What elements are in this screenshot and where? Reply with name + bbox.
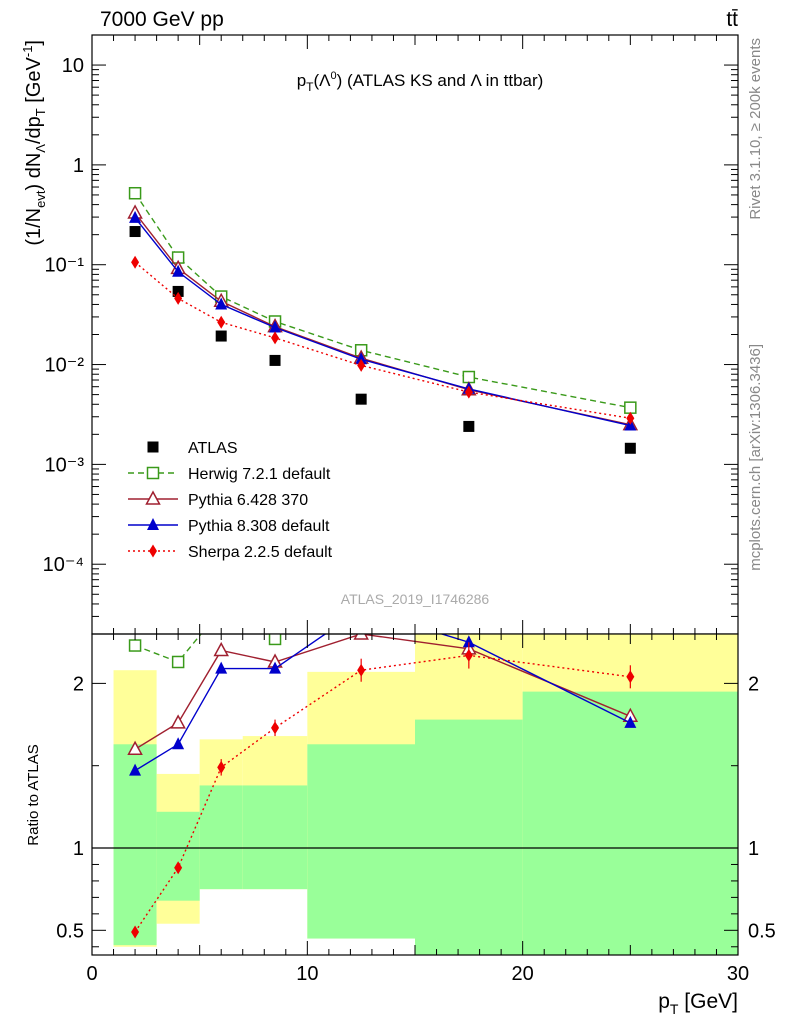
ratio-panel: 0.5 0.51 12 20 10 20 30 Ratio to ATLAS pT [GeV… xyxy=(25,633,776,1017)
x-axis-label: pT [GeV] xyxy=(658,990,738,1017)
main-line-pythia xyxy=(134,217,631,427)
main-point-sherpa xyxy=(174,291,183,305)
ratio-point-pythia xyxy=(462,635,475,648)
ratio-point-pythia xyxy=(172,737,185,750)
band-inner xyxy=(522,691,738,955)
main-point-sherpa xyxy=(217,315,226,329)
ratio-point-sherpa xyxy=(357,663,366,677)
main-point-atlas xyxy=(172,285,184,297)
band-inner xyxy=(199,785,243,890)
ratio-y-axis-label: Ratio to ATLAS xyxy=(25,744,42,845)
watermark-label: ATLAS_2019_I1746286 xyxy=(341,591,490,607)
main-point-pythia xyxy=(269,320,282,333)
ratio-point-sherpa xyxy=(131,925,140,939)
legend-label-pythia: Pythia 8.308 default xyxy=(188,518,330,535)
legend-marker-herwig xyxy=(146,466,160,480)
ratio-point-sherpa xyxy=(626,670,635,684)
main-point-sherpa xyxy=(464,385,473,399)
ratio-point-pythia xyxy=(353,634,369,640)
main-point-atlas xyxy=(355,393,367,405)
ratio-point-pythia xyxy=(624,715,637,728)
ratio-y-tick-label-right: 1 xyxy=(748,838,759,860)
legend-label-herwig: Herwig 7.2.1 default xyxy=(188,466,331,483)
main-point-atlas xyxy=(463,420,475,432)
band-inner xyxy=(242,785,308,890)
main-point-atlas xyxy=(269,354,281,366)
ratio-point-pythia xyxy=(127,740,143,755)
ratio-point-pythia xyxy=(170,714,186,729)
main-y-tick-label: 10⁻³ xyxy=(45,454,85,476)
main-y-axis-label: (1/Nevt) dNΛ/dpT [GeV-1] xyxy=(20,40,48,246)
ratio-point-sherpa xyxy=(271,721,280,735)
main-y-tick-label: 10⁻² xyxy=(45,355,85,377)
x-tick-label: 10 xyxy=(296,963,318,985)
legend-marker-pythia xyxy=(147,518,159,530)
main-point-atlas xyxy=(129,226,141,238)
main-line-sherpa xyxy=(134,261,631,419)
legend: ATLAS Herwig 7.2.1 default Pythia 6.428 37… xyxy=(128,440,333,561)
main-point-atlas xyxy=(215,330,227,342)
ratio-point-herwig xyxy=(171,655,185,669)
band-inner xyxy=(156,811,200,901)
mcplots-label: mcplots.cern.ch [arXiv:1306.3436] xyxy=(747,344,764,571)
main-point-sherpa xyxy=(271,331,280,345)
rivet-version-label: Rivet 3.1.10, ≥ 200k events xyxy=(747,38,764,220)
x-tick-label: 20 xyxy=(512,963,534,985)
main-point-atlas xyxy=(624,442,636,454)
ratio-point-herwig xyxy=(268,634,282,646)
legend-marker-atlas xyxy=(147,441,159,453)
header-beam-label: 7000 GeV pp xyxy=(100,8,224,31)
main-y-tick-label: 10⁻⁴ xyxy=(43,554,84,576)
main-point-pythia xyxy=(215,297,228,310)
main-point-herwig xyxy=(462,370,476,384)
band-inner xyxy=(415,719,523,955)
ratio-y-tick-label-left: 2 xyxy=(73,673,84,695)
ratio-point-sherpa xyxy=(464,648,473,662)
main-title: pT(Λ0) (ATLAS KS and Λ in ttbar) xyxy=(297,70,544,94)
main-point-sherpa xyxy=(131,255,140,269)
main-line-herwig xyxy=(134,192,631,409)
main-y-tick-label: 1 xyxy=(73,155,84,177)
main-y-tick-label: 10 xyxy=(62,55,84,77)
main-point-sherpa xyxy=(626,411,635,425)
legend-label-pythia: Pythia 6.428 370 xyxy=(188,492,308,509)
main-point-pythia xyxy=(172,264,185,277)
x-tick-label: 0 xyxy=(86,963,97,985)
main-panel: 10⁻⁴ 10⁻³ 10⁻² 10⁻¹ 1 10 pT(Λ0) (ATLAS KS and… xyxy=(20,34,739,635)
header-process-label: tt̄ xyxy=(726,8,738,31)
main-point-sherpa xyxy=(357,358,366,372)
legend-label-sherpa: Sherpa 2.2.5 default xyxy=(188,544,333,561)
ratio-point-herwig xyxy=(128,639,142,652)
main-point-pythia xyxy=(129,210,142,223)
ratio-y-tick-label-right: 2 xyxy=(748,673,759,695)
band-inner xyxy=(113,744,157,946)
ratio-y-tick-label-left: 1 xyxy=(73,838,84,860)
band-inner xyxy=(307,744,415,939)
ratio-point-sherpa xyxy=(174,861,183,875)
ratio-point-pythia xyxy=(129,763,142,776)
x-tick-label: 30 xyxy=(727,963,749,985)
ratio-point-sherpa xyxy=(217,760,226,774)
legend-label-atlas: ATLAS xyxy=(188,440,238,457)
ratio-y-tick-label-left: 0.5 xyxy=(56,920,84,942)
legend-marker-sherpa xyxy=(149,544,157,558)
ratio-point-pythia xyxy=(213,641,229,657)
ratio-point-pythia xyxy=(215,661,228,674)
legend-marker-pythia xyxy=(145,490,161,505)
ratio-point-pythia xyxy=(269,661,282,674)
main-point-herwig xyxy=(128,186,142,200)
main-point-pythia xyxy=(355,352,368,365)
main-point-herwig xyxy=(624,401,637,414)
main-y-tick-label: 10⁻¹ xyxy=(45,255,85,277)
ratio-y-tick-label-right: 0.5 xyxy=(748,920,776,942)
